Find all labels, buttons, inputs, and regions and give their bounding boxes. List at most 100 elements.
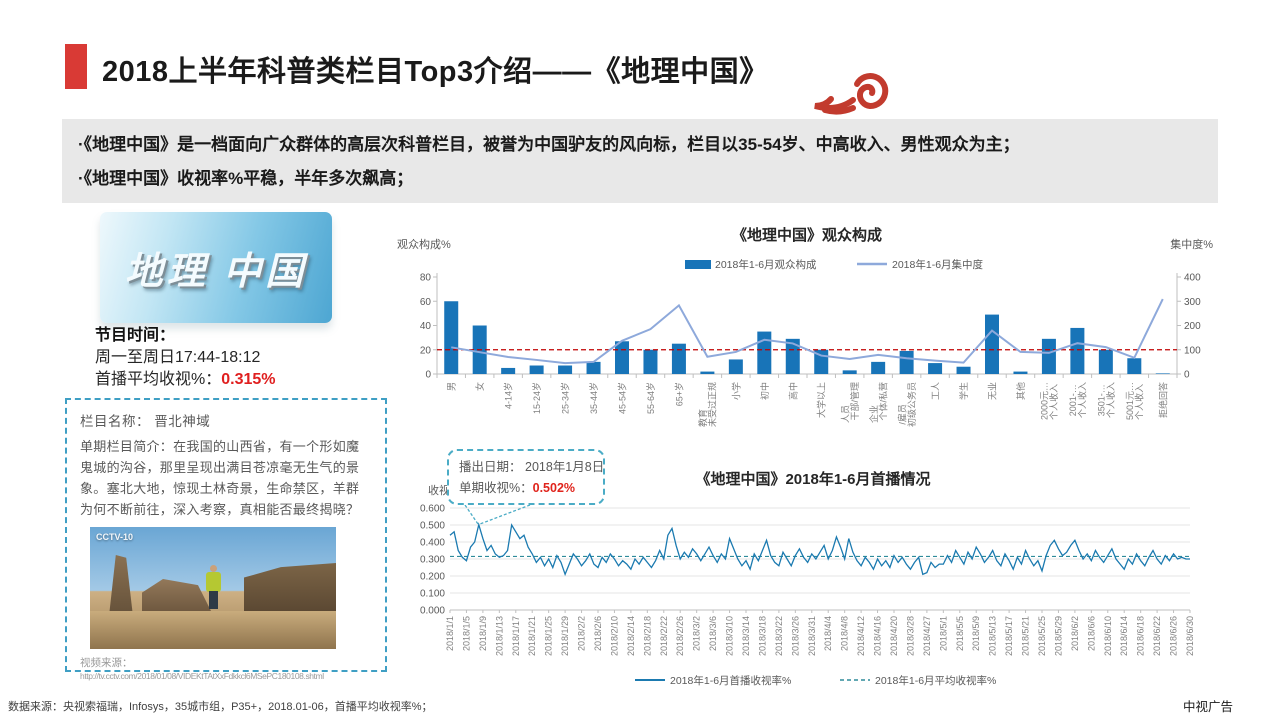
- person-jacket: [206, 572, 221, 592]
- cloud-ornament-icon: [795, 54, 891, 121]
- svg-text:2018/5/17: 2018/5/17: [1004, 616, 1014, 656]
- svg-text:0.200: 0.200: [420, 572, 445, 583]
- svg-text:2018/6/2: 2018/6/2: [1070, 616, 1080, 651]
- svg-text:2018/3/28: 2018/3/28: [905, 616, 915, 656]
- svg-text:0.600: 0.600: [420, 504, 445, 515]
- annotation-date-label: 播出日期：: [459, 460, 522, 474]
- svg-text:2018/2/26: 2018/2/26: [675, 616, 685, 656]
- program-logo-image: 地理 中国: [100, 212, 332, 323]
- svg-text:2018/2/22: 2018/2/22: [659, 616, 669, 656]
- svg-text:0.500: 0.500: [420, 521, 445, 532]
- svg-text:2018/3/18: 2018/3/18: [757, 616, 767, 656]
- annotation-date-line: 播出日期： 2018年1月8日: [459, 457, 604, 478]
- svg-text:200: 200: [1184, 321, 1201, 332]
- svg-text:400: 400: [1184, 273, 1201, 284]
- svg-text:2018/6/30: 2018/6/30: [1185, 616, 1195, 656]
- svg-text:个体/私营: 个体/私营: [877, 382, 888, 421]
- svg-text:初中: 初中: [759, 382, 770, 400]
- svg-text:4-14岁: 4-14岁: [503, 382, 514, 409]
- broadcast-trend-chart: 《地理中国》2018年1-6月首播情况收视率%0.0000.1000.2000.…: [398, 468, 1216, 713]
- svg-text:个人收入: 个人收入: [1048, 384, 1059, 420]
- rock-mesa-shape: [142, 579, 212, 613]
- svg-text:2018/4/20: 2018/4/20: [889, 616, 899, 656]
- svg-text:2018年1-6月观众构成: 2018年1-6月观众构成: [715, 258, 817, 271]
- svg-text:人员: 人员: [840, 405, 850, 423]
- svg-text:观众构成%: 观众构成%: [397, 237, 451, 251]
- rock-cliff-shape: [244, 563, 336, 615]
- summary-bullet-2: ·《地理中国》收视率%平稳，半年多次飙高；: [78, 169, 414, 188]
- svg-text:2018/4/8: 2018/4/8: [840, 616, 850, 651]
- annotation-rating-line: 单期收视%：0.502%: [459, 478, 593, 499]
- svg-text:工人: 工人: [931, 382, 941, 400]
- svg-text:2018/3/2: 2018/3/2: [692, 616, 702, 651]
- summary-bullet-1: ·《地理中国》是一档面向广众群体的高层次科普栏目，被誉为中国驴友的风向标，栏目以…: [78, 135, 1020, 154]
- episode-intro: 单期栏目简介：在我国的山西省，有一个形如魔鬼城的沟谷，那里呈现出满目苍凉毫无生气…: [80, 439, 360, 517]
- svg-text:2018/4/4: 2018/4/4: [823, 616, 833, 651]
- svg-text:2018/2/14: 2018/2/14: [626, 616, 636, 656]
- svg-text:2018/2/10: 2018/2/10: [609, 616, 619, 656]
- svg-text:25-34岁: 25-34岁: [560, 382, 571, 414]
- svg-text:男: 男: [447, 382, 457, 391]
- program-logo-text: 地理 中国: [124, 251, 308, 293]
- svg-text:2018/6/18: 2018/6/18: [1136, 616, 1146, 656]
- video-source-label: 视频来源：: [80, 657, 133, 669]
- svg-text:大学以上: 大学以上: [816, 382, 827, 418]
- svg-text:60: 60: [420, 297, 432, 308]
- annotation-rating-value: 0.502%: [532, 481, 576, 495]
- svg-text:3501-…: 3501-…: [1097, 384, 1107, 416]
- svg-text:2018/4/27: 2018/4/27: [922, 616, 932, 656]
- annotation-rating-label: 单期收视%：: [459, 481, 533, 495]
- svg-text:5001元…: 5001元…: [1125, 382, 1135, 420]
- person-legs: [209, 591, 218, 609]
- page-title: 2018上半年科普类栏目Top3介绍——《地理中国》: [102, 56, 769, 88]
- svg-text:2018/6/10: 2018/6/10: [1103, 616, 1113, 656]
- svg-text:65+岁: 65+岁: [673, 382, 684, 406]
- annotation-date-value: 2018年1月8日: [525, 460, 605, 474]
- svg-text:个人收入: 个人收入: [1134, 384, 1145, 420]
- episode-name-line: 栏目名称： 晋北神域: [80, 410, 372, 430]
- svg-text:2018年1-6月首播收视率%: 2018年1-6月首播收视率%: [670, 674, 791, 687]
- svg-text:0: 0: [1184, 370, 1190, 381]
- svg-text:集中度%: 集中度%: [1170, 237, 1213, 251]
- svg-text:2018/5/13: 2018/5/13: [988, 616, 998, 656]
- episode-photo: CCTV-10: [90, 527, 336, 649]
- callout-connector-lines: [445, 503, 575, 534]
- rating-value: 0.315%: [221, 371, 276, 388]
- svg-text:100: 100: [1184, 345, 1201, 356]
- rating-line: 首播平均收视%：0.315%: [95, 369, 276, 391]
- svg-text:2018/2/6: 2018/2/6: [593, 616, 603, 651]
- person-figure: [210, 565, 217, 572]
- svg-text:0.000: 0.000: [420, 606, 445, 617]
- svg-text:2018/3/26: 2018/3/26: [790, 616, 800, 656]
- svg-text:2018年1-6月集中度: 2018年1-6月集中度: [892, 258, 984, 271]
- svg-text:55-64岁: 55-64岁: [645, 382, 656, 414]
- svg-text:0.100: 0.100: [420, 589, 445, 600]
- svg-text:2018/1/21: 2018/1/21: [527, 616, 537, 656]
- ground-shape: [90, 611, 336, 649]
- svg-text:0: 0: [425, 370, 431, 381]
- svg-text:2018/1/29: 2018/1/29: [560, 616, 570, 656]
- svg-text:拒绝回答: 拒绝回答: [1157, 382, 1168, 418]
- svg-text:0.300: 0.300: [420, 555, 445, 566]
- svg-text:2018/6/26: 2018/6/26: [1169, 616, 1179, 656]
- svg-text:2018/6/6: 2018/6/6: [1086, 616, 1096, 651]
- svg-text:80: 80: [420, 273, 432, 284]
- svg-text:2000元…: 2000元…: [1040, 382, 1050, 420]
- schedule-block: 节目时间： 周一至周日17:44-18:12 首播平均收视%：0.315%: [95, 325, 276, 391]
- svg-text:2018/2/18: 2018/2/18: [642, 616, 652, 656]
- svg-text:企业: 企业: [868, 405, 879, 423]
- svg-text:个人收入: 个人收入: [1105, 382, 1116, 418]
- svg-text:2018/5/21: 2018/5/21: [1021, 616, 1031, 656]
- svg-text:《地理中国》2018年1-6月首播情况: 《地理中国》2018年1-6月首播情况: [695, 470, 930, 488]
- schedule-value: 周一至周日17:44-18:12: [95, 349, 261, 366]
- svg-text:《地理中国》观众构成: 《地理中国》观众构成: [732, 226, 882, 244]
- brand-label: 中视广告: [1183, 700, 1234, 714]
- svg-text:初级公务员: 初级公务员: [906, 382, 917, 427]
- svg-text:个人收入: 个人收入: [1077, 382, 1088, 418]
- svg-text:2018/2/2: 2018/2/2: [577, 616, 587, 651]
- svg-text:45-54岁: 45-54岁: [617, 382, 628, 414]
- svg-text:2018/5/29: 2018/5/29: [1053, 616, 1063, 656]
- episode-info-box: 栏目名称： 晋北神域 单期栏目简介：在我国的山西省，有一个形如魔鬼城的沟谷，那里…: [65, 398, 387, 681]
- svg-text:20: 20: [420, 345, 432, 356]
